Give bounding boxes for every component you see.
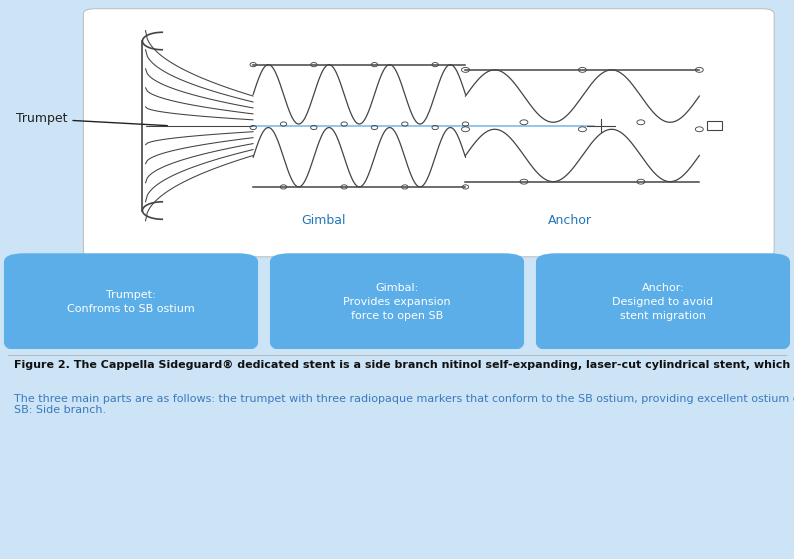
FancyBboxPatch shape [83, 9, 774, 257]
FancyBboxPatch shape [4, 253, 258, 351]
Text: Trumpet: Trumpet [16, 112, 168, 126]
Text: Anchor: Anchor [548, 214, 592, 227]
Text: Anchor:
Designed to avoid
stent migration: Anchor: Designed to avoid stent migratio… [612, 283, 714, 321]
Text: The three main parts are as follows: the trumpet with three radiopaque markers t: The three main parts are as follows: the… [14, 394, 794, 415]
Text: Trumpet:
Confroms to SB ostium: Trumpet: Confroms to SB ostium [67, 290, 195, 314]
Text: Figure 2. The Cappella Sideguard® dedicated stent is a side branch nitinol self-: Figure 2. The Cappella Sideguard® dedica… [14, 359, 794, 369]
FancyBboxPatch shape [270, 253, 524, 351]
FancyBboxPatch shape [536, 253, 790, 351]
Text: Gimbal: Gimbal [302, 214, 346, 227]
Text: Gimbal:
Provides expansion
force to open SB: Gimbal: Provides expansion force to open… [343, 283, 451, 321]
